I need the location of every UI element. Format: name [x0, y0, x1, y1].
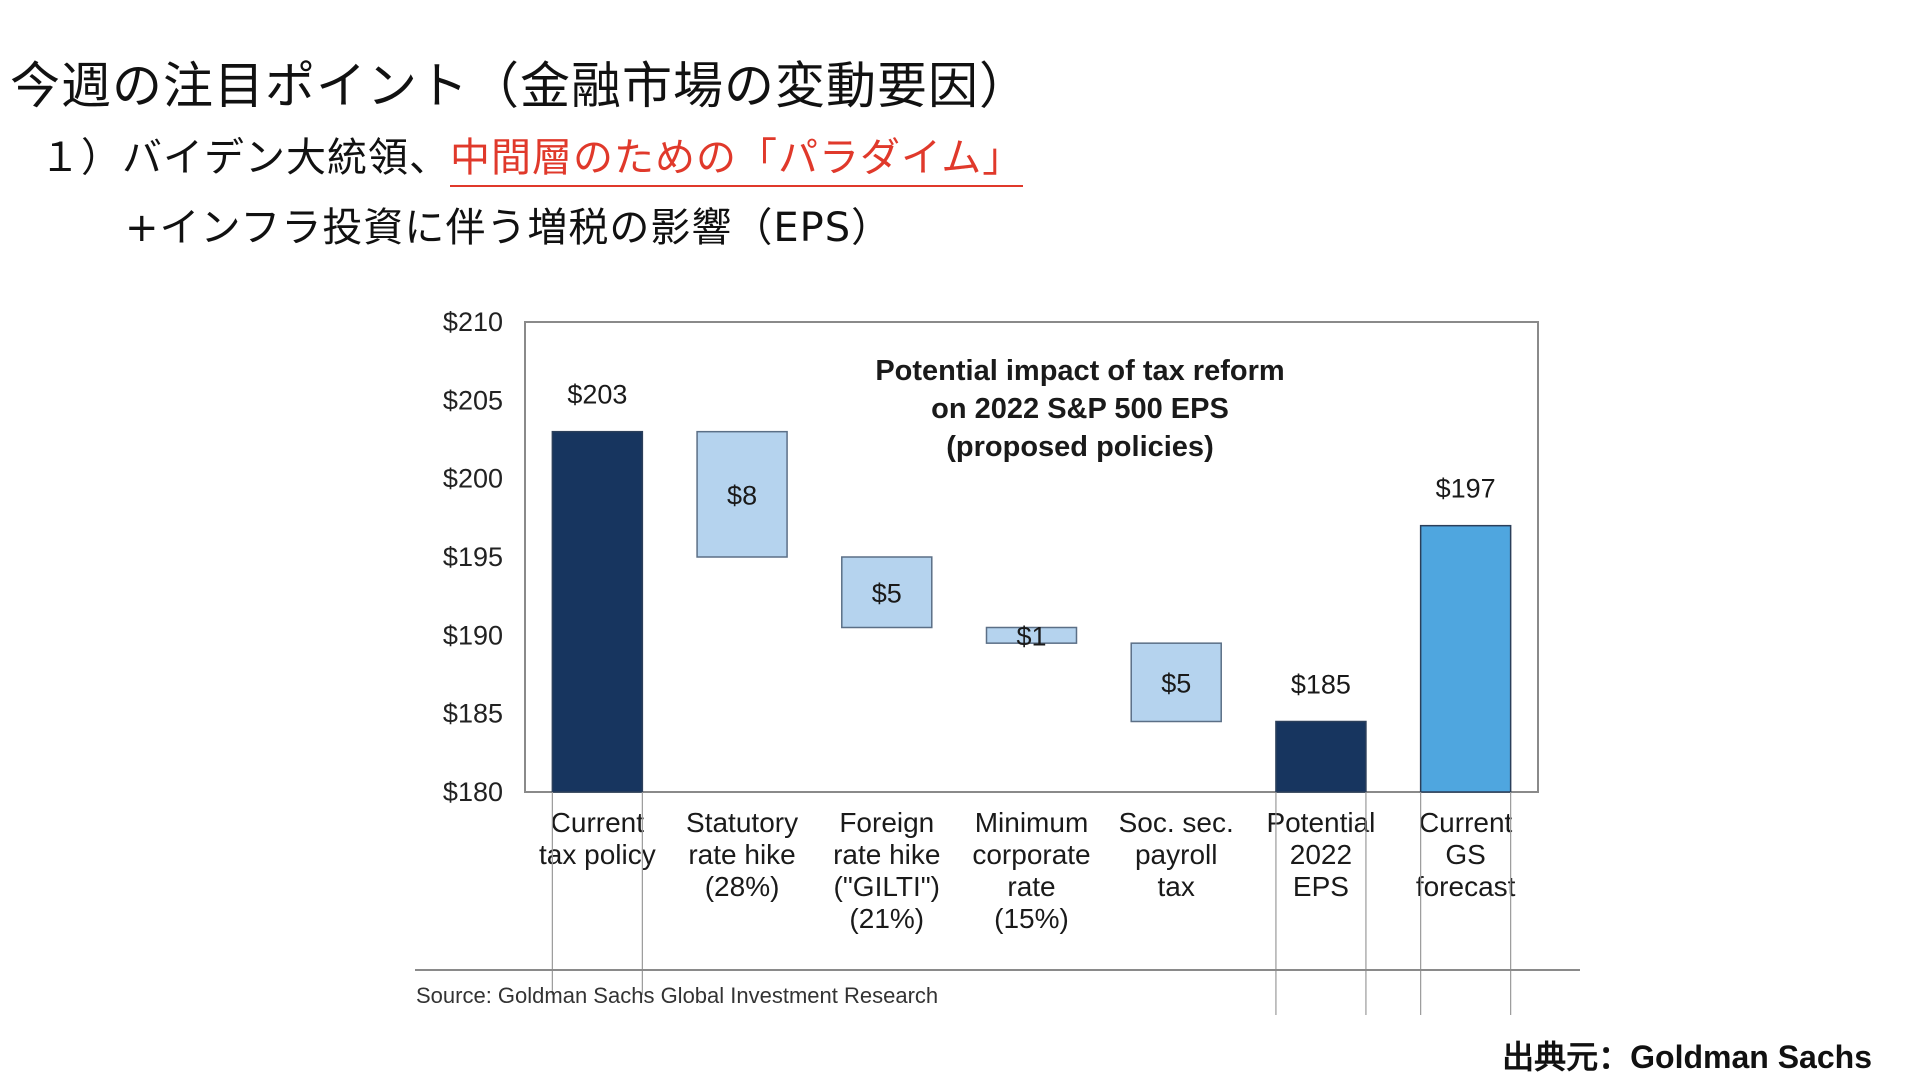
x-category-label: Current	[1419, 807, 1513, 838]
x-category-label: Minimum	[975, 807, 1089, 838]
data-label: $5	[872, 578, 902, 608]
x-category-label: rate	[1007, 871, 1055, 902]
data-label: $185	[1291, 670, 1351, 700]
bar	[985, 626, 1078, 644]
y-tick-label: $200	[443, 464, 503, 494]
source-note: Source: Goldman Sachs Global Investment …	[416, 983, 938, 1008]
waterfall-chart: $180 $185 $190 $195 $200 $205 $210 Potential im…	[415, 307, 1580, 1015]
subtitle-prefix: １）バイデン大統領、	[40, 135, 450, 181]
x-category-label: rate hike	[833, 839, 940, 870]
bar	[696, 430, 788, 558]
x-category-label: (21%)	[849, 903, 924, 934]
y-tick-label: $185	[443, 699, 503, 729]
bar	[1275, 720, 1367, 793]
x-category-label: 2022	[1290, 839, 1352, 870]
data-label: $5	[1161, 668, 1191, 698]
bar	[1419, 524, 1512, 793]
data-label: $1	[1016, 621, 1046, 651]
bar	[551, 430, 644, 793]
x-category-label: Statutory	[686, 807, 798, 838]
x-category-label: GS	[1445, 839, 1485, 870]
slide-title: 今週の注目ポイント（金融市場の変動要因）	[10, 57, 1030, 115]
x-category-label: payroll	[1135, 839, 1217, 870]
x-category-label: Potential	[1266, 807, 1375, 838]
chart-title-line: Potential impact of tax reform	[875, 355, 1284, 387]
x-category-label: tax policy	[539, 839, 656, 870]
chart-container: $180 $185 $190 $195 $200 $205 $210 Potential im…	[410, 290, 1590, 1020]
x-category-label: Soc. sec.	[1119, 807, 1234, 838]
subtitle-line-2: +インフラ投資に伴う増税の影響（EPS）	[125, 205, 893, 251]
plot-frame	[524, 321, 1539, 793]
x-category-label: corporate	[972, 839, 1090, 870]
chart-title-line: (proposed policies)	[946, 431, 1213, 463]
subtitle-line-1: １）バイデン大統領、中間層のための「パラダイム」	[40, 125, 1024, 187]
x-category-label: (28%)	[705, 871, 780, 902]
highlight-paradigm: 中間層のための「パラダイム」	[450, 135, 1024, 187]
x-category-label: Foreign	[839, 807, 934, 838]
x-category-label: Current	[551, 807, 645, 838]
y-tick-label: $190	[443, 620, 503, 650]
bar	[1130, 642, 1222, 723]
source-credit: 出典元：Goldman Sachs	[1502, 1039, 1872, 1075]
data-label: $197	[1436, 474, 1496, 504]
x-category-label: tax	[1158, 871, 1195, 902]
x-category-label: forecast	[1416, 871, 1516, 902]
data-label: $8	[727, 480, 757, 510]
y-tick-label: $195	[443, 542, 503, 572]
y-tick-label: $180	[443, 777, 503, 807]
x-category-label: ("GILTI")	[834, 871, 940, 902]
y-tick-label: $205	[443, 385, 503, 415]
y-tick-label: $210	[443, 307, 503, 337]
data-label: $203	[567, 380, 627, 410]
chart-title-line: on 2022 S&P 500 EPS	[931, 393, 1229, 425]
bar	[841, 556, 933, 629]
x-category-label: (15%)	[994, 903, 1069, 934]
x-category-label: rate hike	[688, 839, 795, 870]
x-category-label: EPS	[1293, 871, 1349, 902]
